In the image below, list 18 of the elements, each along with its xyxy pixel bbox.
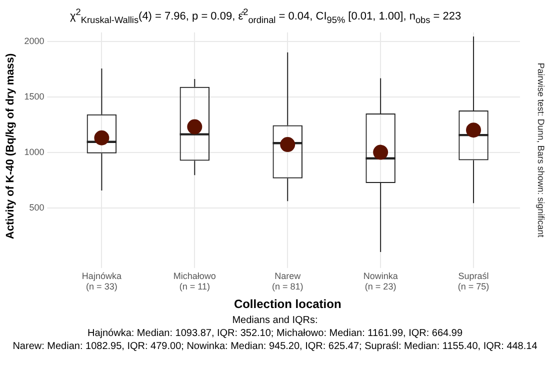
x-tick-label: Narew (n = 81) bbox=[272, 270, 304, 292]
text: Pairwise test: Dunn, Bars shown: significant bbox=[536, 62, 546, 238]
point bbox=[373, 144, 388, 160]
y-tick-label: 1500 bbox=[24, 91, 44, 102]
x-tick-label: Michałowo (n = 11) bbox=[173, 270, 216, 292]
x-axis-title: Collection location bbox=[234, 297, 342, 312]
x-tick-label: Nowinka (n = 23) bbox=[363, 270, 398, 292]
text: Narew: Median: 1082.95, IQR: 479.00; Nowinka: Median: 945.20, IQR: 625.47; Supraśl: Median: 1155.40, IQR: 448.14 bbox=[12, 340, 538, 353]
x-tick-label: Supraśl (n = 75) bbox=[458, 270, 490, 292]
y-axis-title: Activity of K-40 (Bq/kg of dry mass) bbox=[4, 52, 17, 240]
y-tick-label: 2000 bbox=[24, 36, 44, 46]
point bbox=[187, 119, 202, 134]
text: Hajnówka: Median: 1093.87, IQR: 352.10; Michałowo: Median: 1161.99, IQR: 664.99 bbox=[86, 327, 464, 340]
y-tick-label: 1000 bbox=[24, 146, 44, 157]
chart-title: χ$^{2}$$_{Kruskal-Wallis}$(4) = 7.96, p = 0.09, ε̂$^{2}$$_{ordinal}$ = 0.04, CI$_{95%}$ [0.01, 1.00], n$_{obs}$ = 223 bbox=[70, 7, 462, 25]
x-tick-label: Hajnówka (n = 33) bbox=[82, 270, 122, 292]
y-tick-label: 500 bbox=[29, 202, 44, 212]
text: Medians and IQRs: bbox=[231, 314, 319, 327]
